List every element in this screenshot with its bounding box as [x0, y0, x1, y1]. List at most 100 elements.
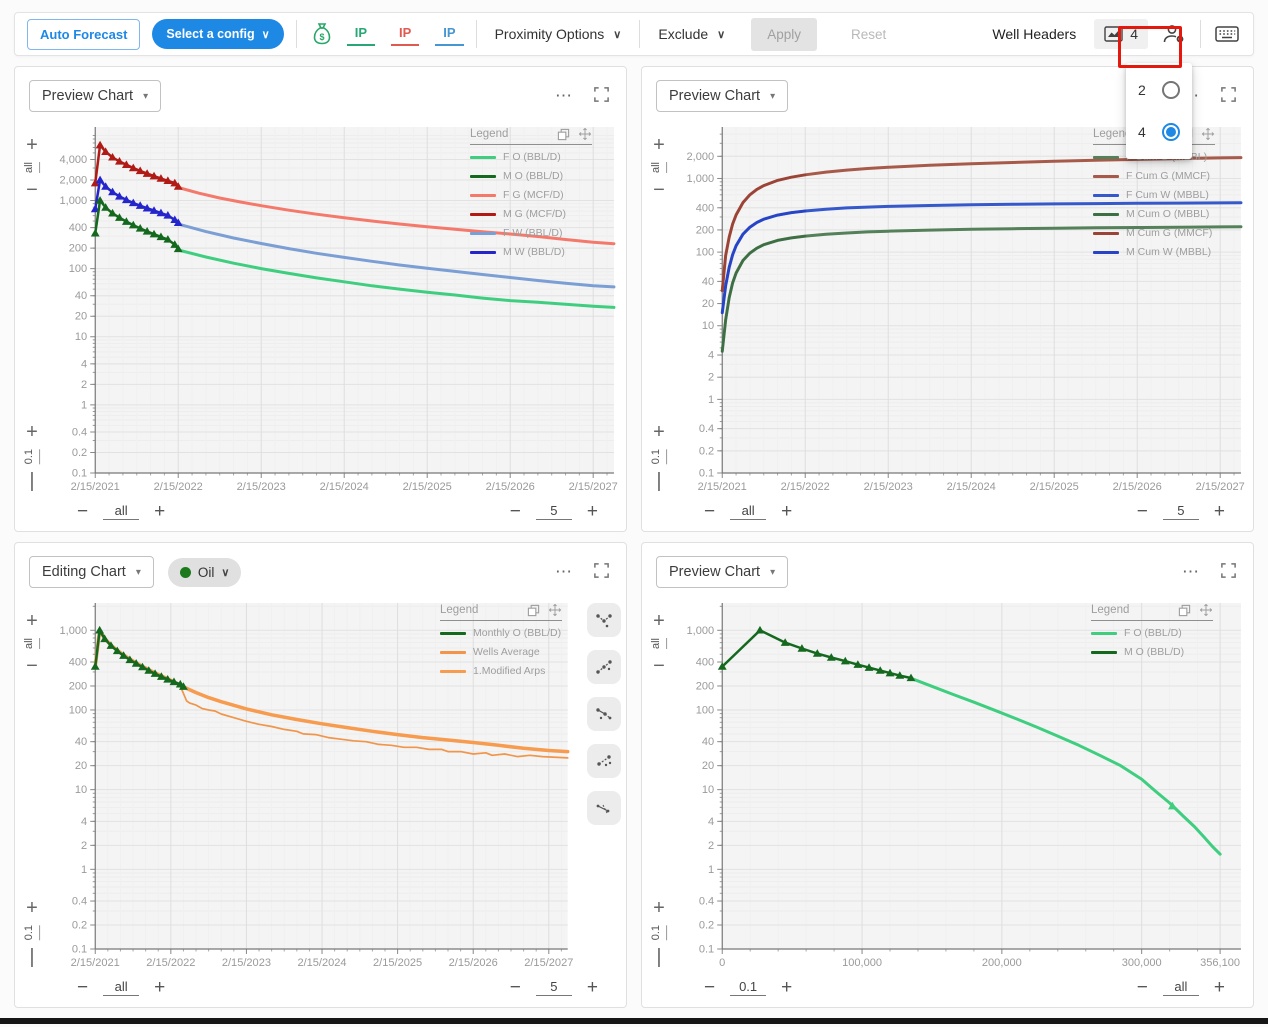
- phase-select-chip[interactable]: Oil ∨: [167, 557, 242, 587]
- copy-legend-icon[interactable]: [527, 604, 540, 617]
- legend-entry[interactable]: M G (MCF/D): [470, 208, 592, 220]
- x-left-value[interactable]: all: [103, 503, 140, 520]
- y-min-value[interactable]: 0.1: [650, 924, 668, 940]
- chart-canvas[interactable]: 4,000 2,000 1,000 400 200 100 40 20 10 4 2 1 0.4 0.2 0…: [49, 119, 626, 499]
- chart-canvas[interactable]: 1,0004002001004020104210.40.20.12/15/202…: [49, 595, 626, 975]
- auto-forecast-button[interactable]: Auto Forecast: [27, 18, 141, 50]
- legend-entry[interactable]: F G (MCF/D): [470, 189, 592, 201]
- legend-entry[interactable]: F O (BBL/D): [470, 151, 592, 163]
- chart-type-select[interactable]: Preview Chart ▾: [656, 556, 789, 588]
- legend-entry[interactable]: M O (BBL/D): [1091, 646, 1213, 658]
- more-options-button[interactable]: ⋯: [1178, 560, 1204, 584]
- y-min-decrease-button[interactable]: |: [29, 470, 35, 492]
- fullscreen-button[interactable]: [1218, 560, 1239, 584]
- x-right-increase-button[interactable]: +: [1213, 976, 1225, 998]
- y-max-decrease-button[interactable]: −: [653, 179, 665, 202]
- chart-canvas[interactable]: 1,000 400 200 100 40 20 10 4 2 1 0.4 0.2 0.1 0 100,000…: [676, 595, 1253, 975]
- x-right-decrease-button[interactable]: −: [1136, 500, 1148, 522]
- select-region-tool-button[interactable]: [587, 603, 621, 637]
- legend-entry[interactable]: M Cum O (MBBL): [1093, 208, 1215, 220]
- y-min-increase-button[interactable]: +: [653, 896, 665, 919]
- y-min-value[interactable]: 0.1: [23, 924, 41, 940]
- legend-entry[interactable]: Wells Average: [440, 646, 562, 658]
- keyboard-shortcuts-button[interactable]: [1213, 23, 1241, 45]
- x-right-value[interactable]: all: [1162, 979, 1199, 996]
- chart-canvas[interactable]: 2,0001,0004002001004020104210.40.20.12/1…: [676, 119, 1253, 499]
- x-left-increase-button[interactable]: +: [154, 976, 166, 998]
- y-min-increase-button[interactable]: +: [26, 420, 38, 443]
- fullscreen-button[interactable]: [591, 84, 612, 108]
- move-legend-icon[interactable]: [1201, 127, 1215, 141]
- move-legend-icon[interactable]: [1199, 603, 1213, 617]
- copy-legend-icon[interactable]: [557, 128, 570, 141]
- x-left-decrease-button[interactable]: −: [704, 500, 716, 522]
- fullscreen-button[interactable]: [1218, 84, 1239, 108]
- y-min-value[interactable]: 0.1: [23, 448, 41, 464]
- ip-toggle-oil[interactable]: IP: [346, 23, 375, 46]
- legend-entry[interactable]: M Cum W (MBBL): [1093, 246, 1215, 258]
- legend-entry[interactable]: 1.Modified Arps: [440, 665, 562, 677]
- x-right-increase-button[interactable]: +: [1213, 500, 1225, 522]
- well-filter-settings-button[interactable]: [1160, 21, 1188, 47]
- move-legend-icon[interactable]: [578, 127, 592, 141]
- money-bag-icon[interactable]: $: [309, 20, 335, 48]
- move-legend-icon[interactable]: [548, 603, 562, 617]
- chart-type-select[interactable]: Preview Chart ▾: [29, 80, 162, 112]
- x-right-decrease-button[interactable]: −: [1136, 976, 1148, 998]
- y-max-increase-button[interactable]: +: [653, 134, 665, 156]
- x-left-value[interactable]: all: [730, 503, 767, 520]
- x-left-increase-button[interactable]: +: [781, 500, 793, 522]
- y-max-increase-button[interactable]: +: [653, 610, 665, 632]
- legend-entry[interactable]: F O (BBL/D): [1091, 627, 1213, 639]
- x-left-increase-button[interactable]: +: [154, 500, 166, 522]
- slope-adjust-tool-button[interactable]: [587, 791, 621, 825]
- proximity-options-button[interactable]: Proximity Options ∨: [489, 25, 628, 43]
- exclude-button[interactable]: Exclude ∨: [652, 25, 731, 43]
- x-right-increase-button[interactable]: +: [586, 500, 598, 522]
- fullscreen-button[interactable]: [591, 560, 612, 584]
- x-right-decrease-button[interactable]: −: [509, 500, 521, 522]
- x-left-decrease-button[interactable]: −: [704, 976, 716, 998]
- y-min-decrease-button[interactable]: |: [656, 946, 662, 968]
- y-max-increase-button[interactable]: +: [26, 610, 38, 632]
- select-config-button[interactable]: Select a config ∨: [152, 19, 284, 49]
- x-right-value[interactable]: 5: [535, 979, 572, 996]
- more-options-button[interactable]: ⋯: [551, 84, 577, 108]
- legend-entry[interactable]: M W (BBL/D): [470, 246, 592, 258]
- y-min-increase-button[interactable]: +: [653, 420, 665, 443]
- y-max-value[interactable]: all: [23, 162, 41, 174]
- x-left-decrease-button[interactable]: −: [77, 976, 89, 998]
- y-min-decrease-button[interactable]: |: [29, 946, 35, 968]
- x-left-decrease-button[interactable]: −: [77, 500, 89, 522]
- x-left-value[interactable]: all: [103, 979, 140, 996]
- y-min-increase-button[interactable]: +: [26, 896, 38, 919]
- ip-toggle-water[interactable]: IP: [435, 23, 464, 46]
- y-max-value[interactable]: all: [23, 638, 41, 650]
- x-right-increase-button[interactable]: +: [586, 976, 598, 998]
- more-options-button[interactable]: ⋯: [551, 560, 577, 584]
- x-left-increase-button[interactable]: +: [781, 976, 793, 998]
- y-min-decrease-button[interactable]: |: [656, 470, 662, 492]
- legend-entry[interactable]: F W (BBL/D): [470, 227, 592, 239]
- legend-entry[interactable]: M Cum G (MMCF): [1093, 227, 1215, 239]
- chart-count-button[interactable]: 4: [1094, 19, 1148, 49]
- y-min-value[interactable]: 0.1: [650, 448, 668, 464]
- legend-entry[interactable]: Monthly O (BBL/D): [440, 627, 562, 639]
- reset-button[interactable]: Reset: [845, 26, 892, 43]
- legend-entry[interactable]: M O (BBL/D): [470, 170, 592, 182]
- legend-entry[interactable]: F Cum W (MBBL): [1093, 189, 1215, 201]
- move-points-tool-button[interactable]: [587, 650, 621, 684]
- y-max-increase-button[interactable]: +: [26, 134, 38, 156]
- y-max-value[interactable]: all: [650, 638, 668, 650]
- y-max-decrease-button[interactable]: −: [653, 655, 665, 678]
- x-right-value[interactable]: 5: [535, 503, 572, 520]
- chart-count-option-4[interactable]: 4: [1126, 111, 1192, 153]
- x-right-decrease-button[interactable]: −: [509, 976, 521, 998]
- x-left-value[interactable]: 0.1: [730, 979, 767, 996]
- apply-button[interactable]: Apply: [751, 17, 818, 51]
- add-point-tool-button[interactable]: [587, 744, 621, 778]
- ip-toggle-gas[interactable]: IP: [391, 23, 420, 46]
- copy-legend-icon[interactable]: [1178, 604, 1191, 617]
- y-max-decrease-button[interactable]: −: [26, 655, 38, 678]
- y-max-value[interactable]: all: [650, 162, 668, 174]
